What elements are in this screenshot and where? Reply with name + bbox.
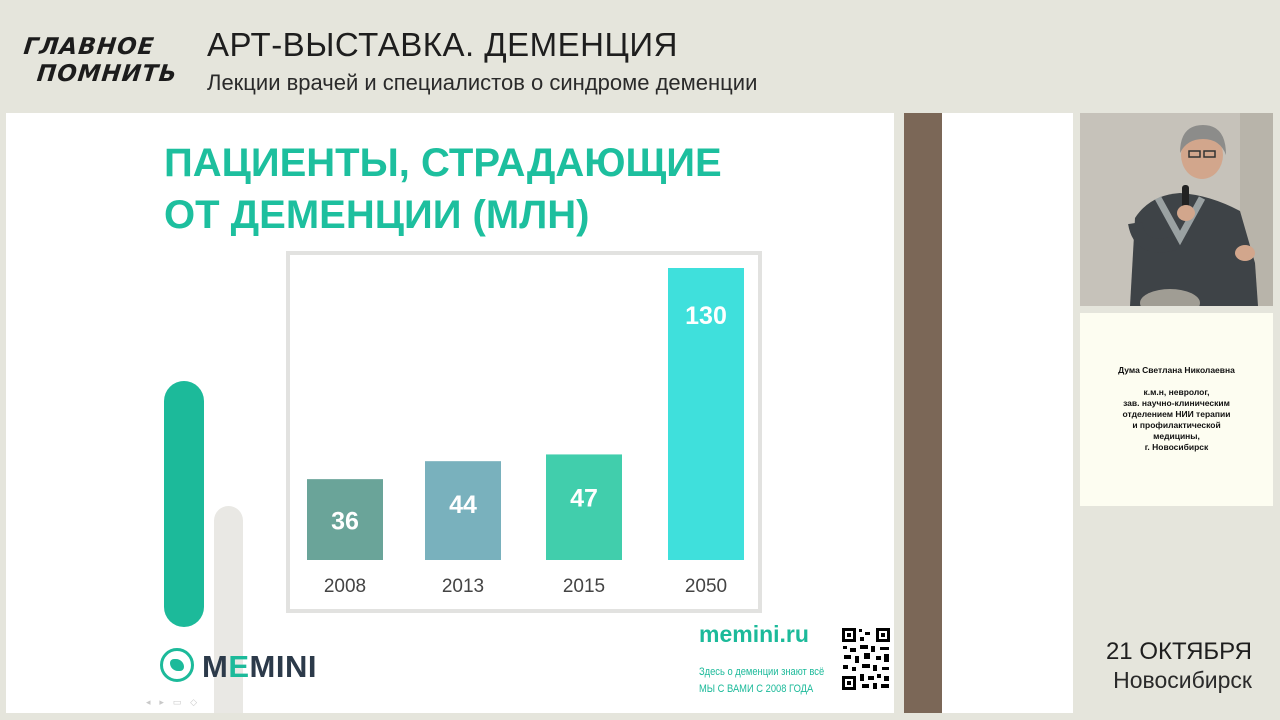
x-tick-label-2013: 2013 xyxy=(442,576,484,597)
brand-name: MEMINI xyxy=(202,649,317,685)
speaker-credential-line: медицины, xyxy=(1153,431,1200,441)
brand-name-accent: E xyxy=(228,649,250,684)
x-tick-label-2015: 2015 xyxy=(563,576,605,597)
speaker-image xyxy=(1080,113,1273,306)
tagline-2: МЫ С ВАМИ С 2008 ГОДА xyxy=(699,683,814,695)
data-label-2008: 36 xyxy=(331,508,359,536)
bar-chart: 36 2008 44 2013 47 2015 130 2050 xyxy=(286,251,762,613)
speaker-info-card: Дума Светлана Николаевна к.м.н, невролог… xyxy=(1080,313,1273,506)
data-label-2015: 47 xyxy=(570,484,598,512)
speaker-video xyxy=(1080,113,1273,306)
blank-panel xyxy=(942,113,1073,713)
brand-name-prefix: M xyxy=(202,649,229,684)
x-tick-label-2008: 2008 xyxy=(324,576,366,597)
slide-title-line-1: ПАЦИЕНТЫ, СТРАДАЮЩИЕ xyxy=(164,141,722,185)
logo-line-1: ГЛАВНОЕ xyxy=(22,34,156,60)
decorative-pill-green xyxy=(164,381,204,627)
presentation-slide: ПАЦИЕНТЫ, СТРАДАЮЩИЕ ОТ ДЕМЕНЦИИ (МЛН) 3… xyxy=(6,113,894,713)
decorative-pill-gray xyxy=(214,506,243,713)
slide-title-line-2: ОТ ДЕМЕНЦИИ (МЛН) xyxy=(164,193,590,237)
speaker-credential-line: г. Новосибирск xyxy=(1144,442,1209,452)
site-link[interactable]: memini.ru xyxy=(699,621,809,647)
tagline-1: Здесь о деменции знают всё xyxy=(699,666,825,678)
qr-code xyxy=(840,626,892,692)
logo-line-2: ПОМНИТЬ xyxy=(35,61,179,87)
speaker-name: Дума Светлана Николаевна xyxy=(1118,365,1235,375)
data-label-2050: 130 xyxy=(685,302,727,330)
memini-logo-icon xyxy=(160,648,194,682)
event-subtitle: Лекции врачей и специалистов о синдроме … xyxy=(207,70,758,95)
event-date: 21 ОКТЯБРЯ xyxy=(1105,638,1252,665)
speaker-credentials: к.м.н, невролог, зав. научно-клиническим… xyxy=(1080,387,1273,453)
brand-logo: ГЛАВНОЕ ПОМНИТЬ xyxy=(19,34,195,94)
data-label-2013: 44 xyxy=(449,491,477,519)
divider-strip xyxy=(904,113,942,713)
bar-chart-svg: 36 2008 44 2013 47 2015 130 2050 xyxy=(307,268,744,597)
slide-controls-icon[interactable]: ◂ ▸ ▭ ◇ xyxy=(146,698,201,708)
speaker-credential-line: к.м.н, невролог, xyxy=(1143,387,1210,397)
speaker-credential-line: зав. научно-клиническим xyxy=(1123,398,1230,408)
brand-name-suffix: MINI xyxy=(249,649,317,684)
bar-2015 xyxy=(546,454,622,560)
bar-2013 xyxy=(425,461,501,560)
event-city: Новосибирск xyxy=(1113,667,1252,693)
bar-2008 xyxy=(307,479,383,560)
bar-2050 xyxy=(668,268,744,560)
speaker-credential-line: и профилактической xyxy=(1132,420,1221,430)
event-title: АРТ-ВЫСТАВКА. ДЕМЕНЦИЯ xyxy=(207,26,678,63)
x-tick-label-2050: 2050 xyxy=(685,576,727,597)
speaker-credential-line: отделением НИИ терапии xyxy=(1122,409,1231,419)
slide-title: ПАЦИЕНТЫ, СТРАДАЮЩИЕ ОТ ДЕМЕНЦИИ (МЛН) xyxy=(164,137,722,241)
